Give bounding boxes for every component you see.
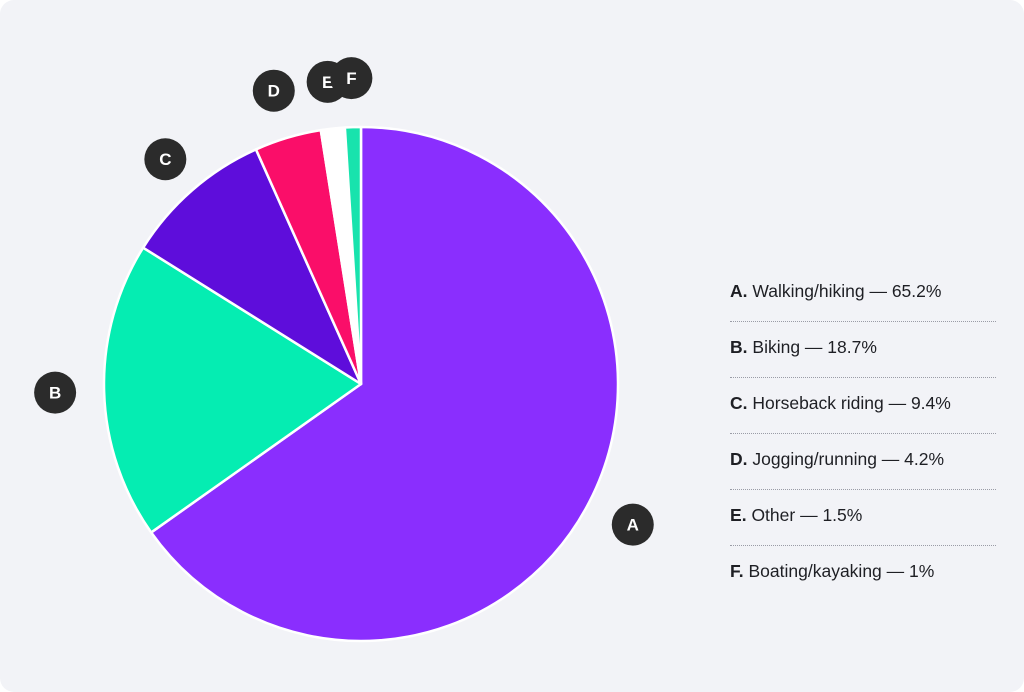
legend-value: 65.2% xyxy=(891,281,942,301)
legend-label: Other xyxy=(751,505,796,525)
legend-item-b: B. Biking — 18.7% xyxy=(730,322,996,378)
legend-item-e: E. Other — 1.5% xyxy=(730,490,996,546)
legend-item-d: D. Jogging/running — 4.2% xyxy=(730,434,996,490)
legend-item-c: C. Horseback riding — 9.4% xyxy=(730,378,996,434)
legend-marker: D xyxy=(730,449,743,469)
slice-marker-label: D xyxy=(268,82,280,101)
legend-value: 18.7% xyxy=(827,337,877,357)
slice-marker-label: E xyxy=(322,73,333,92)
legend-marker: C xyxy=(730,393,743,413)
legend-value: 4.2% xyxy=(904,449,945,469)
slice-marker-label: C xyxy=(159,150,171,169)
pie-slices xyxy=(102,125,620,643)
legend-value: 1% xyxy=(909,561,935,581)
slice-marker-b: B xyxy=(34,371,77,414)
legend-label: Jogging/running xyxy=(752,449,877,469)
pie-slice-b xyxy=(102,246,363,534)
legend-label: Walking/hiking xyxy=(752,281,865,301)
slice-markers: A B C D E F xyxy=(34,57,654,546)
slice-marker-f: F xyxy=(330,57,373,100)
legend-marker: F xyxy=(730,561,739,581)
legend-item-f: F. Boating/kayaking — 1% xyxy=(730,561,935,581)
legend-value: 1.5% xyxy=(822,505,863,525)
slice-marker-c: C xyxy=(144,138,187,181)
legend-marker: B xyxy=(730,337,743,357)
slice-marker-a: A xyxy=(611,503,654,546)
legend-value: 9.4% xyxy=(910,393,951,413)
legend-label: Horseback riding xyxy=(752,393,884,413)
legend-label: Biking xyxy=(752,337,801,357)
pie-slice-f xyxy=(343,125,363,386)
slice-marker-label: F xyxy=(346,69,356,88)
slice-marker-label: B xyxy=(49,384,61,403)
slice-marker-label: A xyxy=(627,516,639,535)
legend-marker: A xyxy=(730,281,743,301)
legend-marker: E xyxy=(730,505,742,525)
legend-item-a: A. Walking/hiking — 65.2% xyxy=(730,266,996,322)
slice-marker-d: D xyxy=(252,69,295,112)
pie-slice-a xyxy=(149,125,620,643)
pie-slice-c xyxy=(141,148,363,386)
legend: A. Walking/hiking — 65.2% B. Biking — 18… xyxy=(730,266,996,602)
legend-label: Boating/kayaking xyxy=(748,561,882,581)
